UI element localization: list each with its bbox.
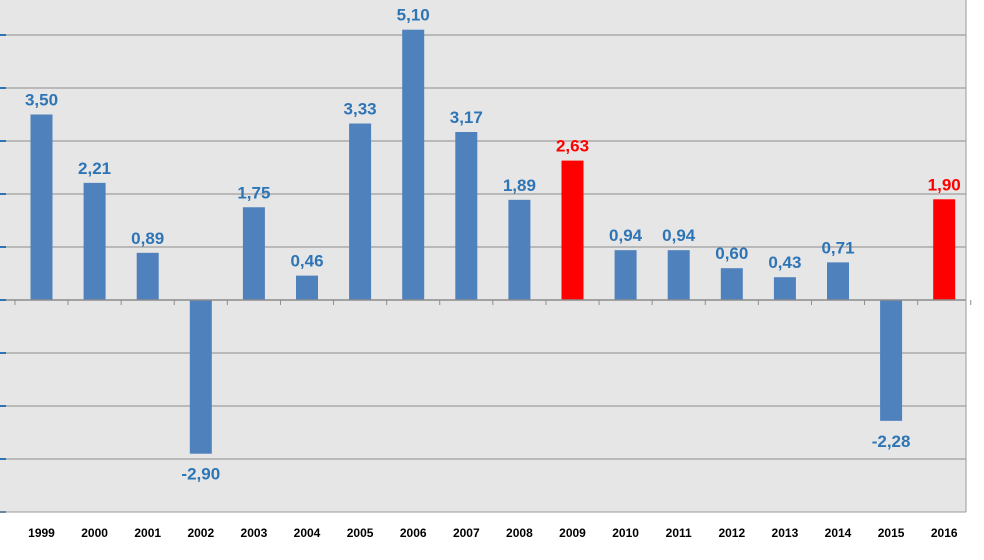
bar-2005 bbox=[349, 123, 372, 300]
data-label-2014: 0,71 bbox=[821, 238, 854, 257]
gridlines bbox=[0, 34, 966, 513]
bar-2008 bbox=[508, 199, 531, 300]
plot-area bbox=[0, 0, 966, 512]
x-tick-label-2016: 2016 bbox=[931, 526, 958, 540]
x-tick-label-2010: 2010 bbox=[612, 526, 639, 540]
x-tick-label-2004: 2004 bbox=[294, 526, 321, 540]
data-label-2009: 2,63 bbox=[556, 137, 589, 156]
x-tick-label-2014: 2014 bbox=[825, 526, 852, 540]
data-label-2008: 1,89 bbox=[503, 176, 536, 195]
bar-2001 bbox=[136, 252, 159, 300]
bar-2016 bbox=[933, 199, 956, 300]
data-label-2013: 0,43 bbox=[768, 253, 801, 272]
data-label-1999: 3,50 bbox=[25, 91, 58, 110]
bar-2006 bbox=[402, 29, 425, 300]
bar-2014 bbox=[827, 262, 849, 300]
x-tick-label-2015: 2015 bbox=[878, 526, 905, 540]
data-label-2000: 2,21 bbox=[78, 159, 111, 178]
data-label-2004: 0,46 bbox=[290, 252, 323, 271]
x-tick-label-2002: 2002 bbox=[187, 526, 214, 540]
x-tick-label-2012: 2012 bbox=[718, 526, 745, 540]
data-label-2015: -2,28 bbox=[872, 432, 911, 451]
data-label-2007: 3,17 bbox=[450, 108, 483, 127]
x-tick-label-2013: 2013 bbox=[772, 526, 799, 540]
x-tick-label-2005: 2005 bbox=[347, 526, 374, 540]
bar-2000 bbox=[83, 182, 106, 300]
bar-2007 bbox=[455, 131, 478, 300]
data-label-2001: 0,89 bbox=[131, 229, 164, 248]
x-tick-label-1999: 1999 bbox=[28, 526, 55, 540]
bar-2004 bbox=[296, 275, 318, 300]
bar-2009 bbox=[561, 160, 584, 300]
data-label-2003: 1,75 bbox=[237, 183, 270, 202]
bar-2003 bbox=[242, 207, 265, 300]
x-tick-label-2000: 2000 bbox=[81, 526, 108, 540]
x-tick-label-2009: 2009 bbox=[559, 526, 586, 540]
data-label-2016: 1,90 bbox=[928, 175, 961, 194]
bar-2015 bbox=[880, 300, 903, 421]
data-label-2006: 5,10 bbox=[397, 6, 430, 25]
data-label-2005: 3,33 bbox=[344, 100, 377, 119]
x-tick-label-2001: 2001 bbox=[134, 526, 161, 540]
x-tick-label-2007: 2007 bbox=[453, 526, 480, 540]
data-label-2012: 0,60 bbox=[715, 244, 748, 263]
data-label-2002: -2,90 bbox=[181, 465, 220, 484]
x-tick-label-2003: 2003 bbox=[241, 526, 268, 540]
bar-2010 bbox=[614, 250, 637, 300]
bar-2013 bbox=[773, 277, 796, 300]
x-tick-labels: 1999 2000 2001 2002 2003 2004 2005 2006 2007 2008… bbox=[28, 526, 958, 540]
x-tick-label-2006: 2006 bbox=[400, 526, 427, 540]
bar-1999 bbox=[30, 114, 53, 300]
data-label-2011: 0,94 bbox=[662, 226, 696, 245]
data-labels: 3,50 2,21 0,89 -2,90 1,75 0,46 3,33 5,10 3,17 1,8… bbox=[25, 6, 961, 484]
bar-2002 bbox=[189, 300, 212, 454]
x-tick-label-2008: 2008 bbox=[506, 526, 533, 540]
bar-2011 bbox=[667, 250, 690, 300]
bars bbox=[30, 29, 956, 454]
plot-background bbox=[0, 0, 966, 512]
bar-2012 bbox=[720, 268, 743, 300]
x-tick-label-2011: 2011 bbox=[666, 526, 692, 540]
axes bbox=[0, 0, 972, 513]
data-label-2010: 0,94 bbox=[609, 226, 643, 245]
